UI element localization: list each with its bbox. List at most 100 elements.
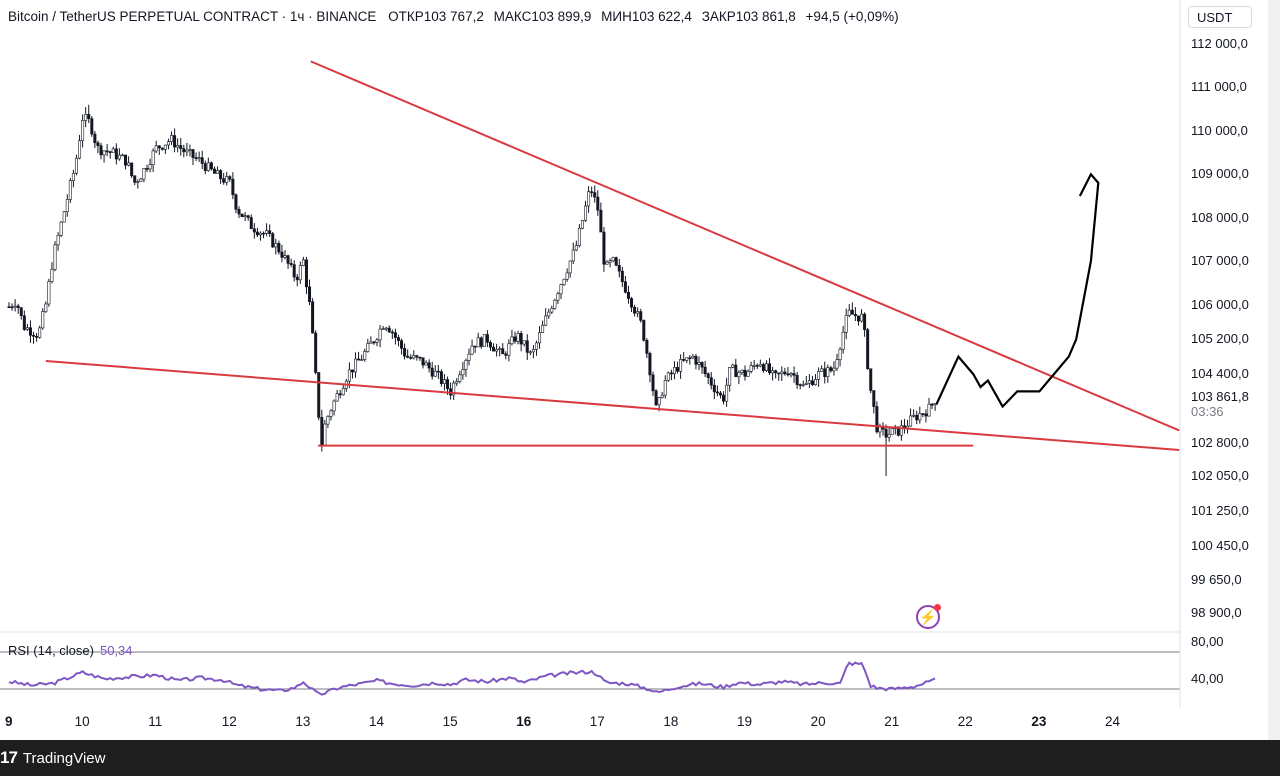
candle-body [99, 145, 103, 156]
candle-body [804, 382, 808, 385]
candle-body [688, 357, 692, 360]
candle-body [473, 345, 477, 348]
candle-body [507, 343, 511, 356]
candle-body [553, 299, 557, 309]
rsi-legend[interactable]: RSI (14, close) 50,34 [8, 643, 133, 658]
candle-body [669, 372, 673, 375]
candle-body [304, 259, 308, 288]
candle-body [274, 243, 278, 248]
candle-body [899, 425, 903, 436]
candle-body [525, 340, 529, 353]
candle-body [608, 260, 612, 263]
candle-body [436, 370, 440, 373]
candle-body [317, 372, 321, 418]
currency-selector[interactable]: USDT [1188, 6, 1252, 28]
candle-body [860, 313, 864, 322]
rsi-axis-upper: 80,00 [1191, 634, 1224, 649]
candle-body [240, 213, 244, 217]
candle-body [835, 359, 839, 369]
change-value: +94,5 (+0,09%) [805, 9, 899, 24]
candle-body [596, 196, 600, 211]
candle-body [22, 315, 26, 330]
candle-body [915, 414, 919, 421]
candle-body [381, 328, 385, 330]
candle-body [712, 384, 716, 393]
candle-body [433, 370, 437, 377]
candle-body [44, 303, 48, 313]
candle-body [65, 199, 69, 213]
chart-canvas[interactable] [0, 0, 1280, 740]
candle-body [826, 367, 830, 377]
candle-body [93, 133, 97, 144]
candle-body [439, 371, 443, 384]
candle-body [488, 342, 492, 348]
candle-body [84, 114, 88, 121]
candle-body [498, 348, 502, 350]
candle-body [547, 311, 551, 317]
candle-body [577, 227, 581, 246]
candle-body [142, 168, 146, 180]
candle-body [212, 168, 216, 174]
candle-body [280, 251, 284, 258]
candle-body [746, 371, 750, 377]
candle-body [354, 358, 358, 373]
price-axis-label: 106 000,0 [1191, 296, 1249, 312]
time-axis-label: 11 [148, 714, 163, 729]
candle-body [314, 332, 318, 373]
candle-body [228, 176, 232, 180]
candle-body [277, 243, 281, 253]
candlestick-series [7, 104, 937, 477]
trendline-resistance [310, 60, 1180, 432]
candle-body [16, 305, 20, 308]
time-axis-label: 24 [1105, 714, 1121, 729]
candle-body [789, 373, 793, 376]
candle-body [366, 343, 370, 352]
candle-body [884, 428, 888, 438]
candle-body [252, 228, 256, 233]
time-axis-label: 21 [884, 714, 900, 729]
candle-body [654, 390, 658, 406]
candle-body [13, 305, 17, 308]
candle-body [666, 372, 670, 381]
price-axis-label: 105 200,0 [1191, 331, 1249, 347]
notification-dot [934, 604, 941, 611]
candle-body [823, 368, 827, 377]
candle-body [108, 151, 112, 153]
time-axis-label: 17 [589, 714, 605, 729]
candle-body [421, 357, 425, 366]
candle-body [185, 149, 189, 153]
candle-body [734, 364, 738, 378]
candle-body [163, 144, 167, 150]
time-axis-label: 15 [442, 714, 458, 729]
time-axis-label: 16 [516, 714, 532, 729]
tradingview-logo[interactable]: 17 TradingView [0, 748, 105, 768]
candle-body [298, 265, 302, 281]
price-axis-label: 101 250,0 [1191, 502, 1249, 518]
projection-drawing [935, 172, 1100, 409]
candle-body [482, 334, 486, 347]
candle-body [237, 209, 241, 215]
rsi-line [8, 661, 936, 696]
time-axis-label: 13 [295, 714, 311, 729]
price-axis-label: 98 900,0 [1191, 604, 1242, 620]
time-axis-label: 14 [369, 714, 385, 729]
candle-body [602, 231, 606, 265]
candle-body [10, 306, 14, 309]
candle-body [258, 232, 262, 236]
lightning-alert-icon[interactable]: ⚡ [916, 604, 941, 629]
candle-body [676, 367, 680, 372]
time-axis-label: 20 [810, 714, 826, 729]
high-value: МАКС103 899,9 [493, 9, 592, 24]
candle-body [393, 332, 397, 338]
candle-body [117, 154, 121, 160]
price-axis-label: 103 861,8 [1191, 389, 1249, 405]
candle-body [850, 309, 854, 315]
candle-body [59, 221, 63, 236]
candle-body [565, 272, 569, 280]
candle-body [918, 413, 922, 421]
candle-body [798, 384, 802, 386]
candle-body [409, 357, 413, 359]
candle-body [283, 255, 287, 258]
candle-body [286, 255, 290, 264]
time-axis-label: 23 [1031, 714, 1047, 729]
